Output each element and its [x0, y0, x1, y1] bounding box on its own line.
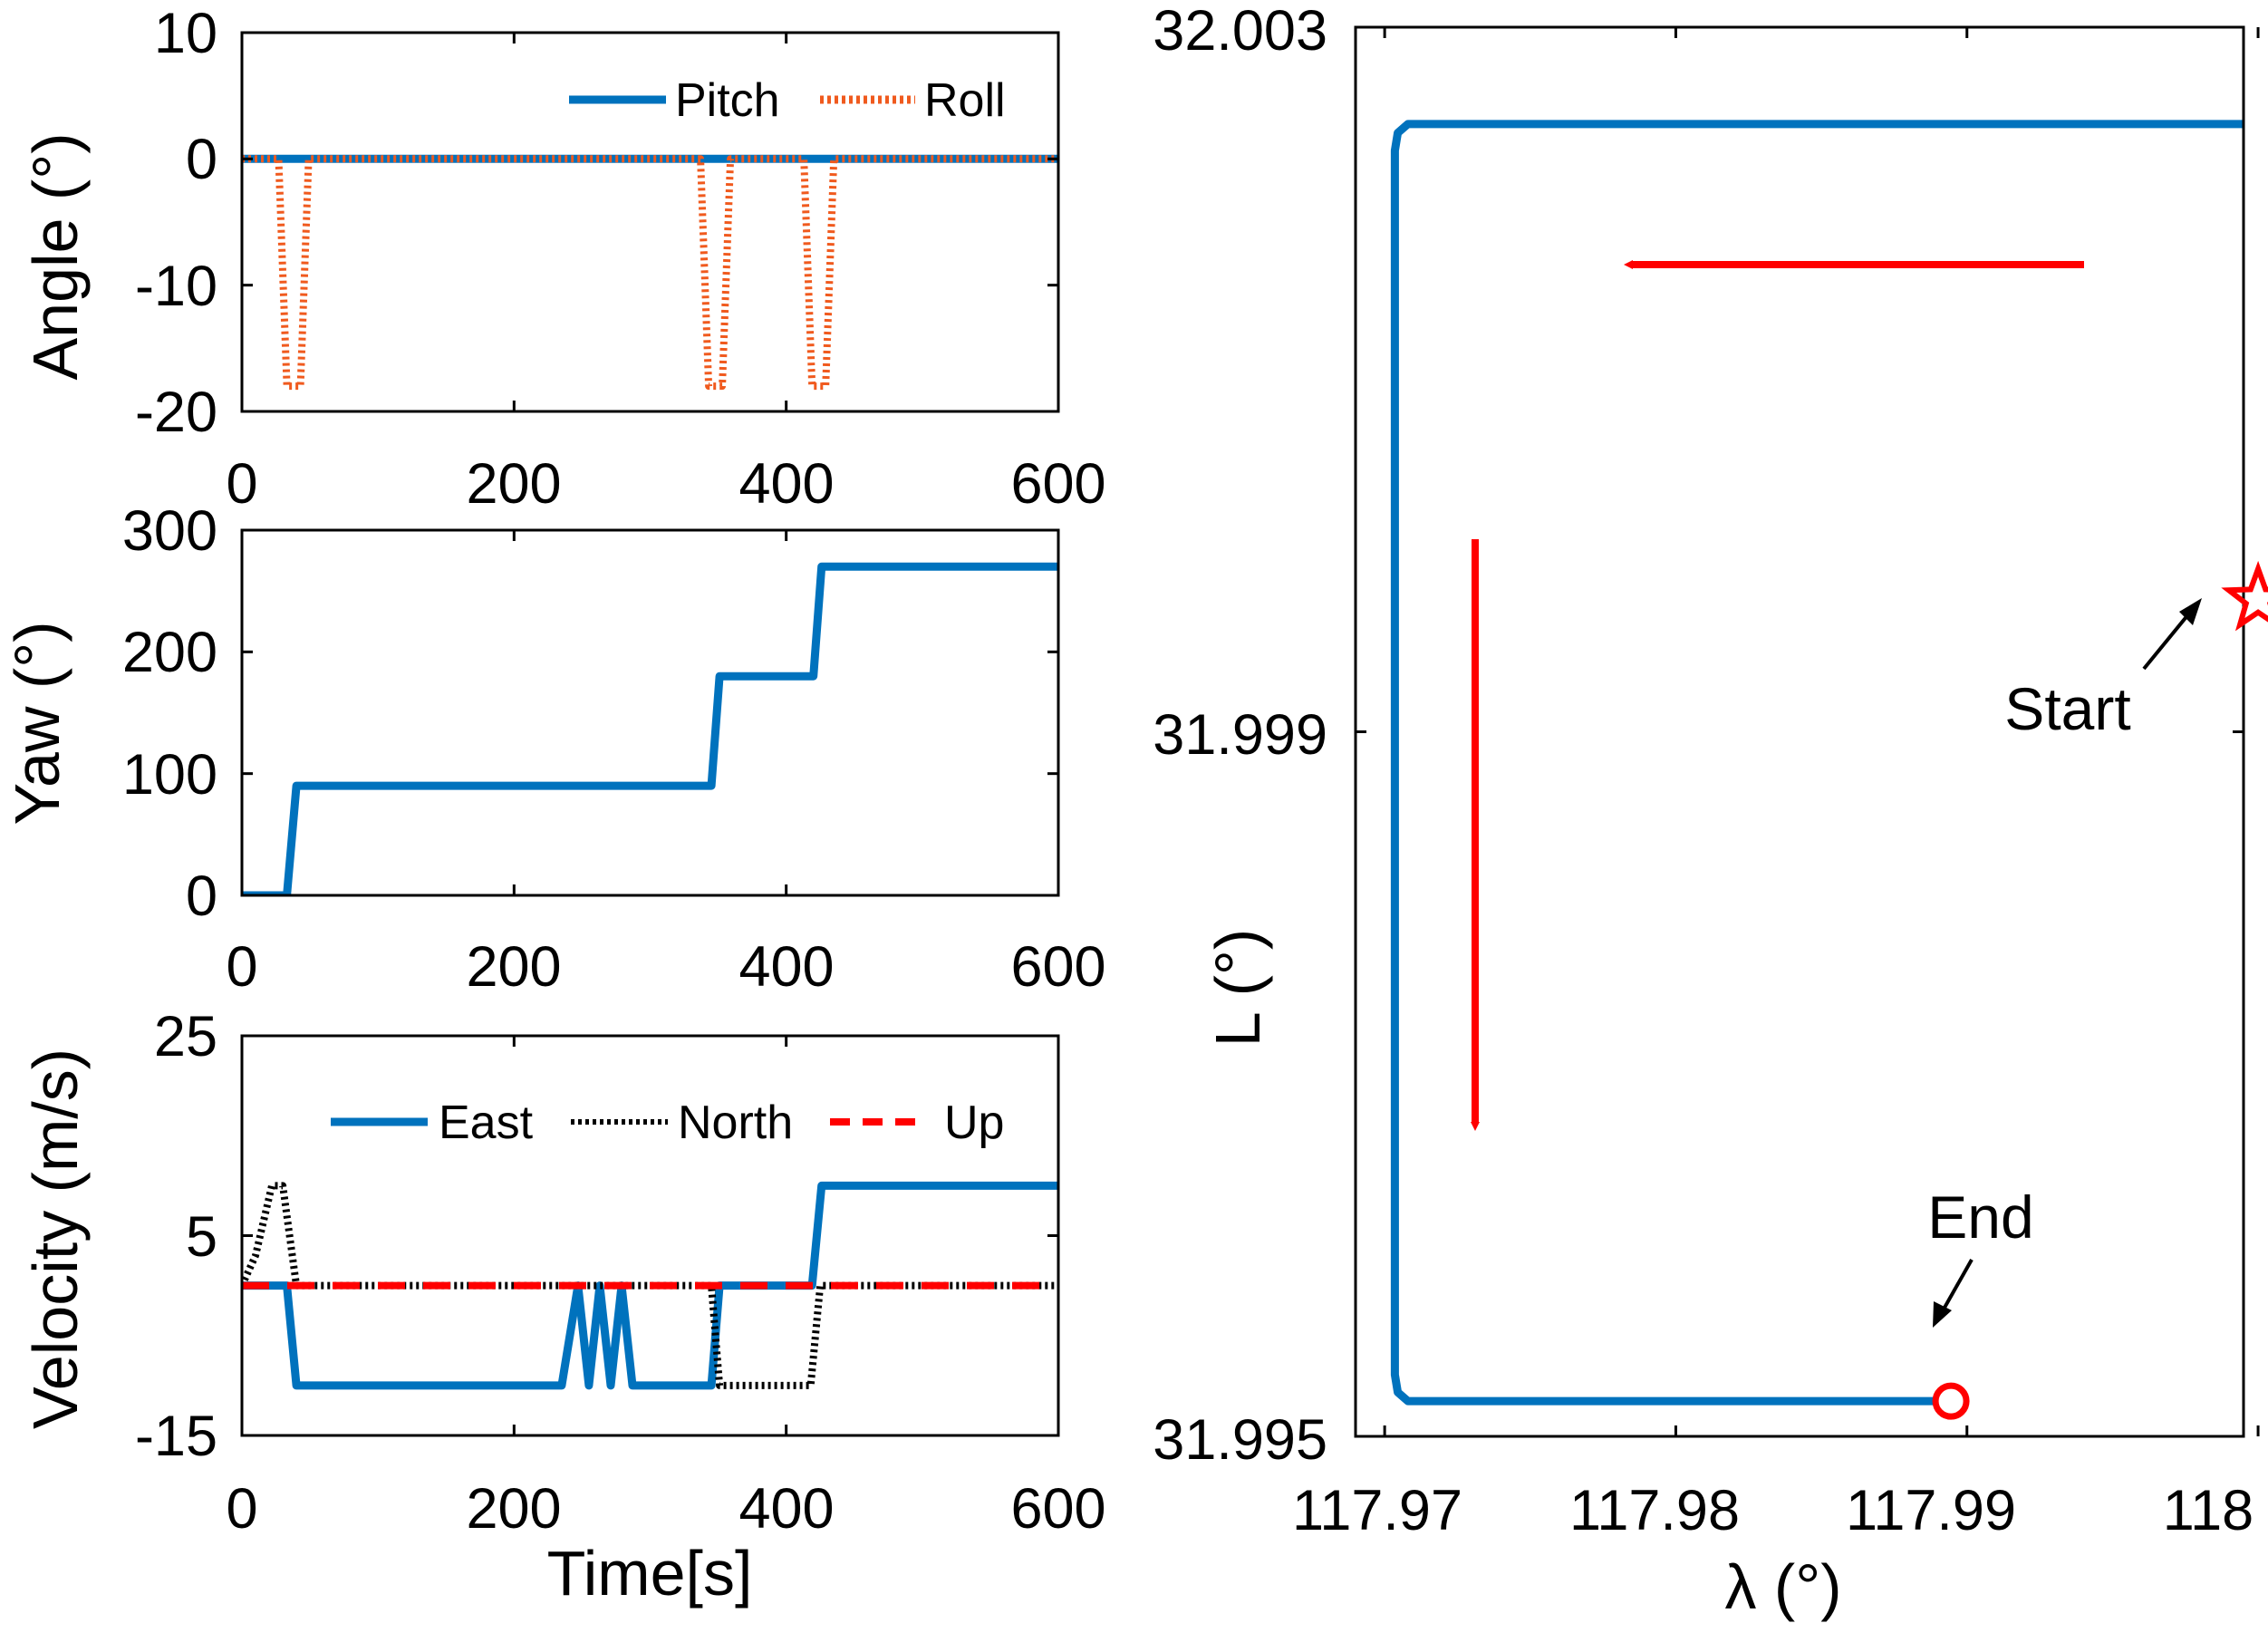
- yaw-tick-marks: [240, 528, 1060, 897]
- attitude-axes-box: [240, 31, 1060, 413]
- trajectory-x-axis-label: λ (°): [1724, 1551, 1841, 1622]
- panel-trajectory: 32.003 31.999 31.995 117.97 117.98 117.9…: [1153, 0, 2268, 1622]
- attitude-xtick-label: 0: [226, 452, 257, 516]
- attitude-plot-area: [242, 154, 1058, 391]
- velocity-xtick-label: 200: [466, 1477, 561, 1541]
- yaw-xtick-label: 600: [1010, 935, 1105, 999]
- legend-east-label: East: [439, 1097, 534, 1149]
- start-pointer-arrow: [2142, 598, 2202, 671]
- attitude-ytick-label: 0: [186, 128, 217, 191]
- velocity-axes-box: [240, 1034, 1060, 1437]
- start-star-marker: [2221, 560, 2268, 632]
- trajectory-tick-marks: [1356, 25, 2260, 1438]
- attitude-ytick-label: 10: [154, 2, 217, 65]
- legend-north-label: North: [678, 1097, 793, 1149]
- velocity-xtick-label: 600: [1010, 1477, 1105, 1541]
- attitude-tick-marks: [240, 31, 1060, 413]
- attitude-ytick-label: -10: [135, 255, 217, 318]
- velocity-xtick-label: 400: [738, 1477, 834, 1541]
- velocity-xtick-label: 0: [226, 1477, 257, 1541]
- trajectory-ytick-label: 32.003: [1153, 0, 1327, 63]
- attitude-xtick-label: 400: [738, 452, 834, 516]
- legend-roll-label: Roll: [924, 74, 1006, 127]
- yaw-ytick-label: 200: [122, 621, 217, 684]
- velocity-legend: East North Up: [331, 1097, 1004, 1149]
- velocity-ytick-label: 25: [154, 1005, 217, 1068]
- yaw-plot-area: [242, 562, 1058, 895]
- trajectory-xtick-label: 117.97: [1292, 1479, 1462, 1542]
- panel-yaw: 300 200 100 0 0 200 400 600 Yaw (°): [2, 499, 1106, 999]
- velocity-y-axis-label: Velocity (m/s): [20, 1048, 91, 1429]
- attitude-ytick-label: -20: [135, 381, 217, 444]
- panel-attitude: 10 0 -10 -20 0 200 400 600 Angle (°) Pit…: [20, 2, 1106, 516]
- velocity-ytick-label: -15: [135, 1405, 217, 1468]
- yaw-ytick-label: 100: [122, 743, 217, 807]
- yaw-xtick-label: 200: [466, 935, 561, 999]
- velocity-x-axis-label: Time[s]: [547, 1538, 753, 1609]
- end-label: End: [1927, 1184, 2033, 1251]
- legend-pitch-label: Pitch: [675, 74, 780, 127]
- panel-velocity: 25 5 -15 0 200 400 600 Time[s] Velocity …: [20, 1005, 1106, 1609]
- start-label: Start: [2004, 675, 2130, 742]
- series-yaw-line: [242, 562, 1058, 895]
- attitude-xtick-label: 600: [1010, 452, 1105, 516]
- yaw-xtick-label: 400: [738, 935, 834, 999]
- end-pointer-arrow: [1933, 1259, 1974, 1328]
- attitude-xtick-label: 200: [466, 452, 561, 516]
- attitude-legend: Pitch Roll: [569, 74, 1006, 127]
- yaw-axes-box: [240, 528, 1060, 897]
- yaw-xtick-label: 0: [226, 935, 257, 999]
- trajectory-plot-area: [1390, 120, 2244, 1406]
- attitude-y-axis-label: Angle (°): [20, 132, 91, 380]
- series-trajectory-line: [1390, 120, 2244, 1406]
- legend-up-label: Up: [944, 1097, 1004, 1149]
- yaw-ytick-label: 300: [122, 499, 217, 563]
- trajectory-xtick-label: 117.99: [1846, 1479, 2016, 1542]
- trajectory-ytick-label: 31.995: [1153, 1408, 1327, 1472]
- trajectory-y-axis-label: L (°): [1202, 929, 1273, 1047]
- trajectory-xtick-label: 118: [2163, 1479, 2254, 1542]
- end-circle-marker: [1932, 1382, 1970, 1420]
- trajectory-markers: [1932, 560, 2268, 1420]
- velocity-ytick-label: 5: [186, 1205, 217, 1269]
- yaw-y-axis-label: Yaw (°): [2, 621, 72, 825]
- yaw-ytick-label: 0: [186, 865, 217, 928]
- velocity-plot-area: [242, 1181, 1058, 1390]
- velocity-tick-marks: [240, 1034, 1060, 1437]
- trajectory-ytick-label: 31.999: [1153, 703, 1327, 767]
- series-roll-line: [242, 155, 1058, 391]
- trajectory-xtick-label: 117.98: [1569, 1479, 1740, 1542]
